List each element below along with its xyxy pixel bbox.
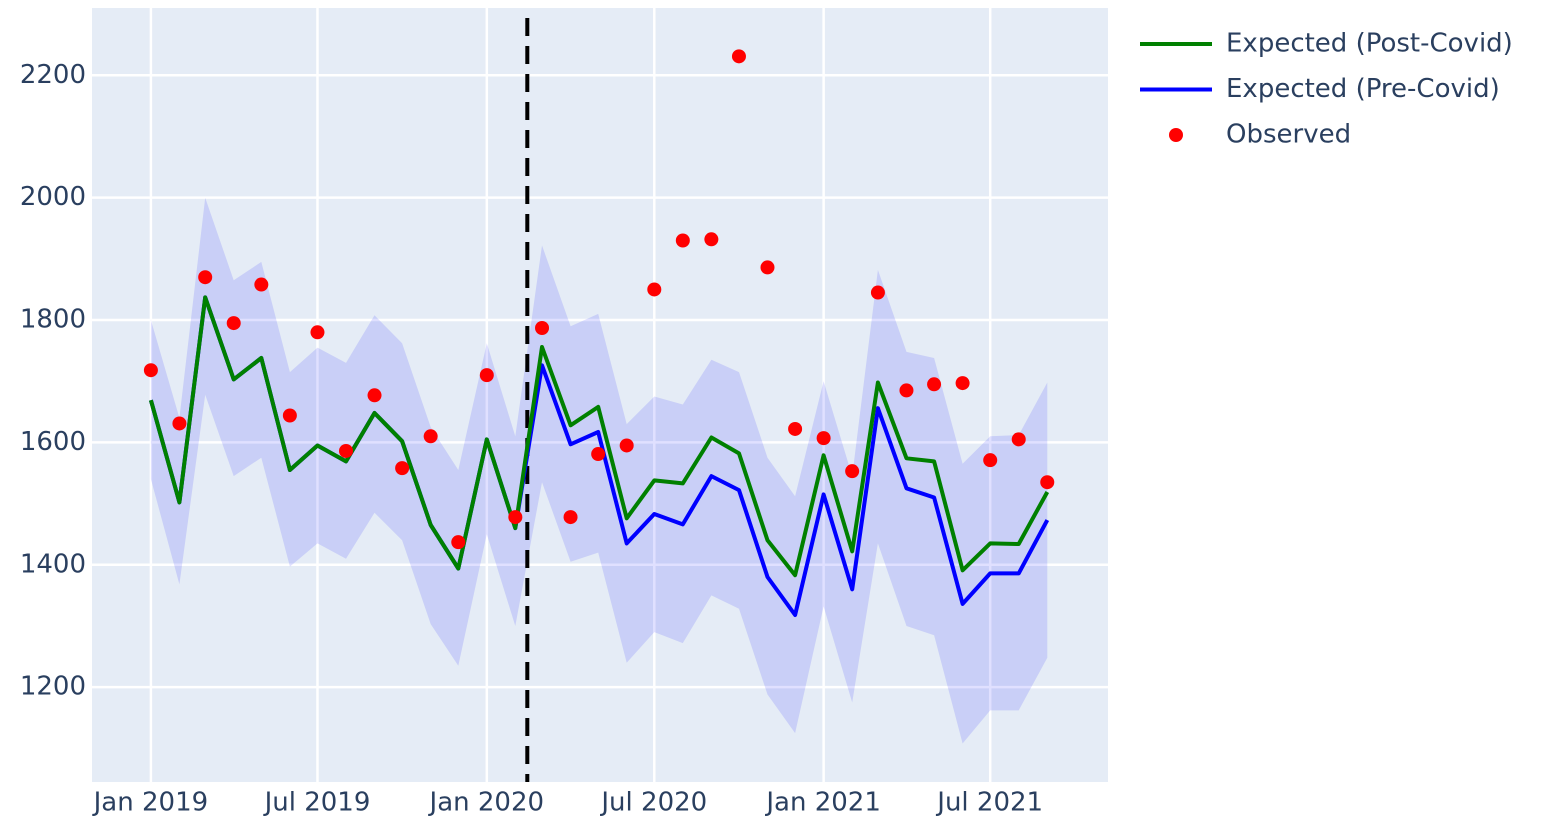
data-point xyxy=(983,453,998,468)
legend-swatch xyxy=(1169,128,1183,142)
data-point xyxy=(310,325,325,340)
data-point xyxy=(563,510,578,525)
data-point xyxy=(1040,475,1055,490)
data-point xyxy=(395,461,410,476)
series-line xyxy=(148,295,1050,578)
y-tick-label: 2200 xyxy=(20,60,86,90)
data-point xyxy=(423,429,438,444)
data-point xyxy=(760,260,775,275)
data-point xyxy=(172,416,187,431)
data-point xyxy=(367,388,382,403)
data-point xyxy=(535,321,550,336)
x-tick-label: Jul 2019 xyxy=(263,788,371,818)
legend-label: Observed xyxy=(1226,120,1351,150)
data-point xyxy=(479,368,494,383)
x-tick-label: Jan 2020 xyxy=(428,788,545,818)
data-point xyxy=(1011,432,1026,447)
data-point xyxy=(619,438,634,453)
data-point xyxy=(508,510,523,525)
data-point xyxy=(282,408,297,423)
y-tick-label: 1800 xyxy=(20,305,86,335)
data-point xyxy=(254,277,269,292)
data-point xyxy=(870,285,885,300)
legend-label: Expected (Post-Covid) xyxy=(1226,29,1513,59)
data-point xyxy=(816,431,831,446)
data-point xyxy=(198,270,213,285)
data-point xyxy=(955,376,970,391)
y-tick-label: 1400 xyxy=(20,549,86,579)
x-tick-label: Jul 2020 xyxy=(599,788,707,818)
data-point xyxy=(927,377,942,392)
data-point xyxy=(675,233,690,248)
data-point xyxy=(226,316,241,331)
data-point xyxy=(591,447,606,462)
data-point xyxy=(899,383,914,398)
y-tick-label: 1600 xyxy=(20,427,86,457)
data-point xyxy=(704,232,719,247)
plot-background xyxy=(92,8,1108,782)
legend-label: Expected (Pre-Covid) xyxy=(1226,74,1500,104)
x-tick-label: Jul 2021 xyxy=(935,788,1043,818)
data-point xyxy=(788,421,803,436)
x-tick-label: Jan 2019 xyxy=(92,788,209,818)
data-point xyxy=(647,282,662,297)
data-point xyxy=(451,535,466,550)
data-point xyxy=(143,363,158,378)
data-point xyxy=(731,49,746,64)
data-point xyxy=(845,464,860,479)
confidence-band xyxy=(150,197,1048,744)
y-tick-label: 1200 xyxy=(20,672,86,702)
x-tick-label: Jan 2021 xyxy=(764,788,881,818)
y-tick-label: 2000 xyxy=(20,182,86,212)
data-point xyxy=(339,443,353,458)
